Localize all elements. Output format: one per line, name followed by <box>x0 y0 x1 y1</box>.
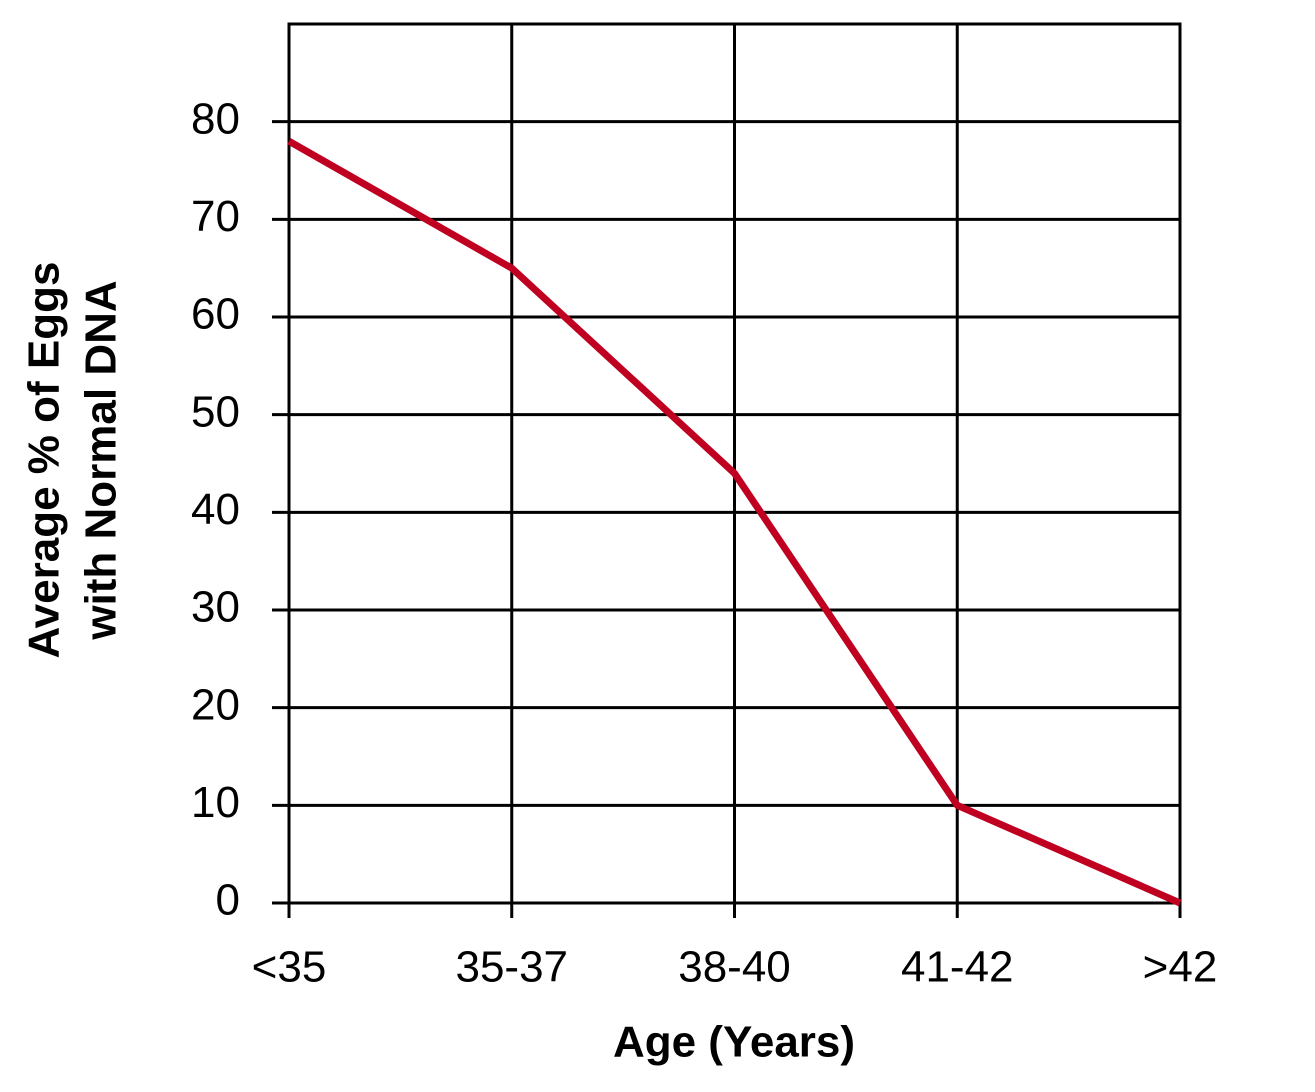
y-tick-label: 30 <box>191 583 240 632</box>
x-tick-label: >42 <box>1143 943 1218 992</box>
y-tick-label: 20 <box>191 680 240 729</box>
x-axis-title: Age (Years) <box>613 1018 855 1067</box>
y-axis-title: Average % of Eggs <box>20 262 69 659</box>
y-tick-label: 0 <box>216 876 240 925</box>
x-tick-label: 38-40 <box>678 943 791 992</box>
y-axis-title: with Normal DNA <box>77 280 126 640</box>
y-tick-label: 70 <box>191 192 240 241</box>
x-tick-label: 35-37 <box>455 943 568 992</box>
y-tick-label: 10 <box>191 778 240 827</box>
data-line <box>287 138 1182 907</box>
x-tick-label: <35 <box>252 943 327 992</box>
y-tick-label: 60 <box>191 290 240 339</box>
y-tick-label: 50 <box>191 387 240 436</box>
y-tick-label: 40 <box>191 485 240 534</box>
y-tick-label: 80 <box>191 94 240 143</box>
x-tick-label: 41-42 <box>901 943 1014 992</box>
plot-frame <box>287 22 1182 905</box>
